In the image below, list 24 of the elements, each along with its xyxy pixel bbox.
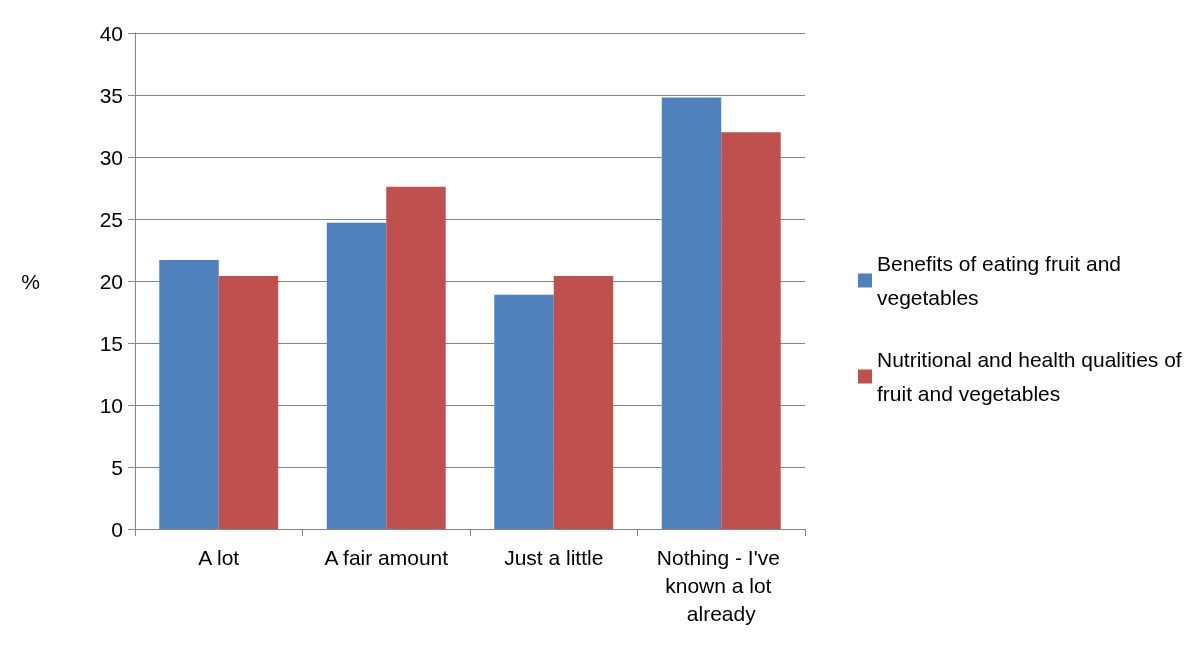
y-axis-title: %	[21, 269, 40, 293]
bar	[553, 276, 614, 529]
legend-label: Nutritional and health qualities of fruit and vegetables	[877, 348, 1188, 405]
bar	[218, 276, 279, 529]
y-tick-label: 35	[99, 83, 123, 107]
bar	[661, 97, 722, 529]
y-tick-label: 30	[99, 145, 123, 169]
y-tick-label: 15	[99, 331, 123, 355]
x-tick-label: Just a little	[504, 545, 604, 569]
y-tick-label: 40	[99, 21, 123, 45]
y-tick-label: 0	[111, 517, 123, 541]
bar	[386, 186, 446, 529]
y-tick-label: 5	[111, 455, 123, 479]
y-tick-label: 20	[99, 269, 123, 293]
x-tick-label: A lot	[198, 545, 240, 569]
legend-label: Benefits of eating fruit and vegetables	[877, 252, 1127, 309]
y-tick-label: 10	[99, 393, 123, 417]
x-tick-label: Nothing - I've known a lot already	[656, 545, 786, 625]
bar	[326, 222, 387, 529]
bar	[159, 259, 219, 529]
x-tick-label: A fair amount	[324, 545, 449, 569]
bar	[494, 294, 554, 529]
y-tick-label: 25	[99, 207, 123, 231]
bar	[721, 132, 781, 529]
